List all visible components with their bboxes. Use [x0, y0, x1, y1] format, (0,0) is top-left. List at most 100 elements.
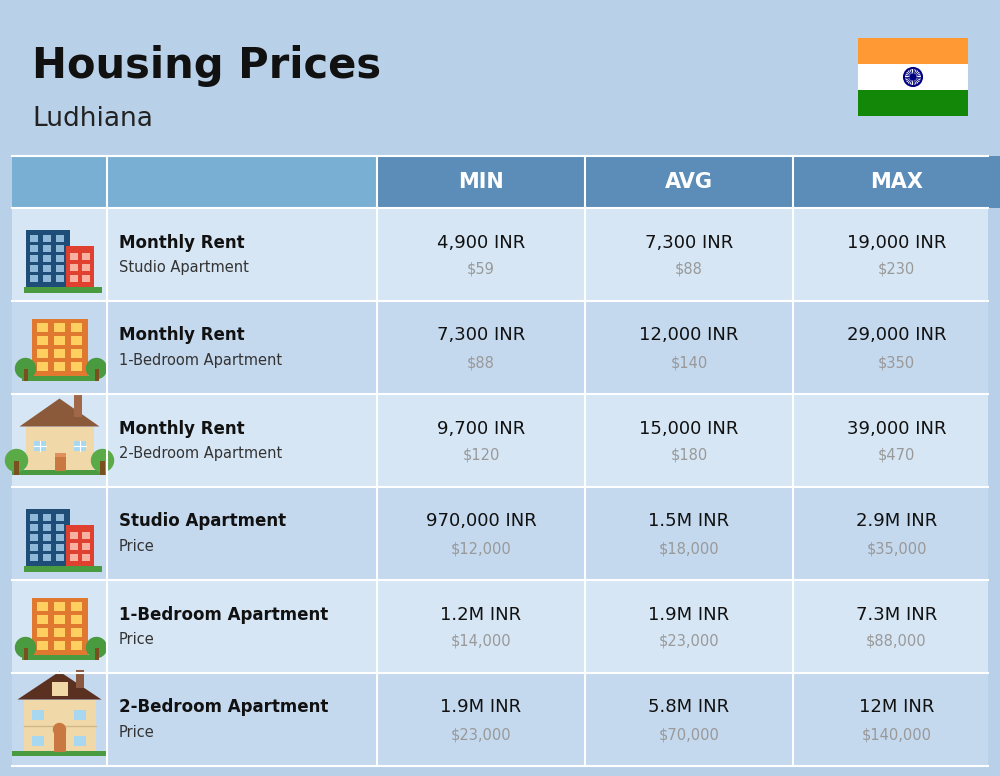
Text: AVG: AVG	[665, 172, 713, 192]
Bar	[42, 553, 50, 560]
Bar	[52, 681, 68, 695]
Text: $230: $230	[878, 262, 915, 277]
Text: $70,000: $70,000	[659, 727, 719, 742]
Bar	[76, 670, 84, 688]
Bar	[42, 534, 50, 541]
Bar	[54, 615, 64, 623]
Text: 1.9M INR: 1.9M INR	[648, 605, 730, 623]
Bar	[36, 615, 48, 623]
Bar	[36, 323, 48, 331]
Text: $88: $88	[675, 262, 703, 277]
Text: 1.5M INR: 1.5M INR	[648, 512, 730, 531]
Text: Price: Price	[119, 632, 155, 647]
Bar	[70, 640, 82, 650]
Bar	[30, 553, 38, 560]
Bar	[54, 335, 64, 345]
Text: 7,300 INR: 7,300 INR	[437, 327, 525, 345]
Bar	[858, 64, 968, 90]
Circle shape	[910, 74, 916, 79]
Text: 1-Bedroom Apartment: 1-Bedroom Apartment	[119, 605, 328, 623]
Text: MAX: MAX	[870, 172, 923, 192]
Bar	[26, 427, 94, 470]
Bar	[56, 553, 64, 560]
Circle shape	[16, 638, 36, 657]
Text: 29,000 INR: 29,000 INR	[847, 327, 946, 345]
Bar	[24, 647, 28, 660]
Bar	[56, 275, 64, 282]
Bar	[24, 369, 28, 380]
Text: Ludhiana: Ludhiana	[32, 106, 153, 132]
Text: $140,000: $140,000	[862, 727, 932, 742]
Bar	[56, 524, 64, 531]
Bar	[377, 156, 585, 208]
Bar	[24, 286, 102, 293]
Bar	[70, 601, 82, 611]
Bar	[66, 245, 94, 287]
Circle shape	[92, 449, 114, 472]
Text: 7.3M INR: 7.3M INR	[856, 605, 937, 623]
Text: Housing Prices: Housing Prices	[32, 45, 381, 87]
Bar	[82, 275, 90, 282]
Bar	[94, 369, 98, 380]
Bar	[30, 244, 38, 251]
Bar	[42, 244, 50, 251]
Bar	[56, 543, 64, 550]
Bar	[22, 376, 98, 380]
Text: 1-Bedroom Apartment: 1-Bedroom Apartment	[119, 353, 282, 368]
Bar	[54, 729, 66, 751]
Text: Price: Price	[119, 539, 155, 554]
Text: Monthly Rent: Monthly Rent	[119, 420, 245, 438]
Bar	[12, 394, 988, 487]
Text: Monthly Rent: Monthly Rent	[119, 327, 245, 345]
Bar	[70, 335, 82, 345]
Text: 2.9M INR: 2.9M INR	[856, 512, 937, 531]
Bar	[42, 524, 50, 531]
Bar	[42, 234, 50, 241]
Bar	[793, 156, 1000, 208]
Bar	[70, 264, 78, 271]
Text: $88: $88	[467, 355, 495, 370]
Text: MIN: MIN	[458, 172, 504, 192]
Text: $23,000: $23,000	[451, 727, 511, 742]
Bar	[12, 750, 108, 756]
Bar	[36, 335, 48, 345]
Bar	[66, 525, 94, 566]
Text: 9,700 INR: 9,700 INR	[437, 420, 525, 438]
Bar	[14, 460, 18, 474]
Bar	[56, 255, 64, 262]
Text: $14,000: $14,000	[451, 634, 511, 649]
Bar	[12, 301, 988, 394]
Bar	[36, 348, 48, 358]
Circle shape	[16, 359, 36, 379]
Text: 12M INR: 12M INR	[859, 698, 934, 716]
Bar	[70, 362, 82, 370]
Text: Studio Apartment: Studio Apartment	[119, 260, 249, 275]
Bar	[70, 323, 82, 331]
Text: 12,000 INR: 12,000 INR	[639, 327, 739, 345]
Polygon shape	[20, 399, 100, 427]
Bar	[100, 460, 104, 474]
Bar	[24, 699, 96, 751]
Text: $140: $140	[670, 355, 708, 370]
Bar	[36, 640, 48, 650]
Bar	[32, 318, 88, 376]
Bar	[30, 543, 38, 550]
Text: 1.2M INR: 1.2M INR	[440, 605, 522, 623]
Bar	[42, 265, 50, 272]
Bar	[70, 542, 78, 549]
Bar	[36, 601, 48, 611]
Bar	[82, 264, 90, 271]
Bar	[74, 709, 86, 719]
Bar	[34, 441, 46, 451]
Bar	[54, 323, 64, 331]
Bar	[54, 640, 64, 650]
Bar	[30, 234, 38, 241]
Text: $88,000: $88,000	[866, 634, 927, 649]
Bar	[585, 156, 793, 208]
Bar	[42, 255, 50, 262]
Bar	[74, 736, 86, 746]
Text: 39,000 INR: 39,000 INR	[847, 420, 946, 438]
Bar	[26, 230, 70, 287]
Bar	[54, 452, 66, 470]
Bar	[32, 736, 44, 746]
